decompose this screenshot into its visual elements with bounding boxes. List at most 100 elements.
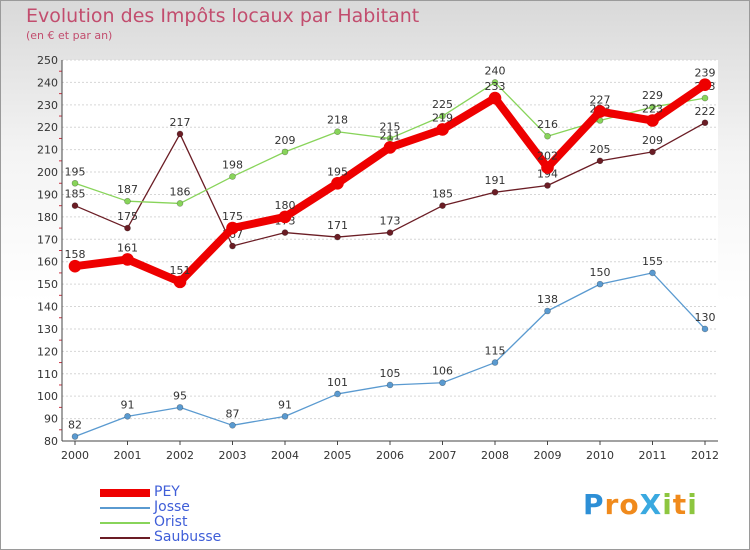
point-orist-2007	[439, 112, 446, 120]
data-label-pey-2010: 227	[590, 94, 611, 107]
legend-swatch-pey	[100, 489, 150, 497]
data-label-saubusse-2006: 173	[380, 215, 401, 228]
data-label-orist-2000: 195	[65, 165, 86, 178]
point-saubusse-2009	[544, 182, 551, 189]
data-label-orist-2005: 218	[327, 114, 348, 127]
point-josse-2012	[701, 325, 709, 333]
x-tick-label-2010: 2010	[586, 449, 614, 462]
y-tick-label-100: 100	[37, 390, 58, 403]
data-label-josse-2011: 155	[642, 255, 663, 268]
x-tick-label-2002: 2002	[166, 449, 194, 462]
y-tick-label-180: 180	[37, 211, 58, 224]
logo-letter-4: i	[662, 488, 673, 521]
data-label-pey-2004: 180	[275, 199, 296, 212]
plot-area	[62, 60, 718, 441]
point-orist-2001	[124, 197, 131, 205]
data-label-pey-2001: 161	[117, 241, 138, 254]
data-label-josse-2004: 91	[278, 398, 292, 411]
y-tick-label-160: 160	[37, 256, 58, 269]
data-label-pey-2005: 195	[327, 165, 348, 178]
y-tick-label-150: 150	[37, 278, 58, 291]
point-pey-2005	[331, 176, 344, 190]
logo-letter-3: X	[639, 488, 663, 521]
legend-label-saubusse: Saubusse	[154, 529, 222, 545]
point-josse-2001	[124, 413, 131, 420]
point-orist-2005	[334, 128, 341, 136]
logo-letter-1: r	[604, 488, 620, 521]
point-pey-2003	[226, 221, 239, 235]
point-josse-2010	[596, 280, 604, 288]
point-orist-2002	[176, 200, 184, 207]
x-tick-label-2011: 2011	[639, 449, 667, 462]
point-pey-2006	[383, 141, 397, 154]
x-tick-label-2005: 2005	[324, 449, 352, 462]
point-saubusse-2010	[596, 157, 604, 165]
point-saubusse-2007	[439, 202, 446, 209]
point-josse-2009	[544, 307, 551, 315]
data-label-josse-2009: 138	[537, 293, 558, 306]
point-josse-2011	[649, 269, 656, 277]
data-label-saubusse-2011: 209	[642, 134, 663, 147]
point-pey-2009	[541, 161, 554, 174]
x-tick-label-2008: 2008	[481, 449, 509, 462]
logo-letter-6: i	[687, 488, 698, 521]
point-josse-2006	[386, 381, 394, 389]
data-label-orist-2001: 187	[117, 183, 138, 196]
point-orist-2012	[701, 94, 709, 102]
data-label-josse-2010: 150	[590, 266, 611, 279]
y-tick-label-140: 140	[37, 301, 58, 314]
legend-label-pey: PEY	[154, 484, 180, 500]
data-label-pey-2002: 151	[170, 264, 191, 277]
x-tick-label-2006: 2006	[376, 449, 404, 462]
point-pey-2007	[436, 123, 449, 136]
data-label-pey-2007: 219	[432, 111, 453, 124]
point-saubusse-2002	[176, 130, 184, 138]
y-tick-label-170: 170	[37, 233, 58, 246]
legend-label-orist: Orist	[154, 514, 188, 530]
y-tick-label-210: 210	[37, 144, 58, 157]
legend-swatch-josse	[100, 507, 150, 509]
point-josse-2002	[176, 404, 184, 411]
data-label-pey-2006: 211	[380, 129, 401, 142]
logo-letter-2: o	[619, 488, 640, 521]
data-label-josse-2008: 115	[485, 345, 506, 358]
point-saubusse-2006	[386, 229, 394, 236]
data-label-josse-2000: 82	[68, 419, 82, 432]
point-josse-2005	[334, 390, 341, 398]
y-tick-label-80: 80	[44, 435, 58, 448]
data-label-orist-2002: 186	[170, 185, 191, 198]
data-label-josse-2001: 91	[121, 398, 135, 411]
point-josse-2007	[439, 379, 446, 387]
point-josse-2004	[281, 413, 289, 420]
y-tick-label-230: 230	[37, 99, 58, 112]
data-label-pey-2003: 175	[222, 210, 243, 223]
x-tick-label-2001: 2001	[114, 449, 142, 462]
chart-title: Evolution des Impôts locaux par Habitant	[26, 5, 420, 27]
data-label-pey-2011: 223	[642, 103, 663, 116]
y-tick-label-90: 90	[44, 413, 58, 426]
proxiti-logo: ProXiti	[583, 488, 698, 521]
legend-swatch-saubusse	[100, 537, 150, 539]
data-label-josse-2002: 95	[173, 389, 187, 402]
data-label-pey-2008: 233	[485, 80, 506, 93]
x-tick-label-2004: 2004	[271, 449, 299, 462]
y-tick-label-110: 110	[37, 368, 58, 381]
data-label-orist-2011: 229	[642, 89, 663, 102]
x-tick-label-2009: 2009	[534, 449, 562, 462]
point-josse-2003	[229, 422, 236, 429]
chart-subtitle: (en € et par an)	[26, 29, 113, 42]
point-pey-2012	[698, 78, 712, 91]
data-label-pey-2009: 202	[537, 150, 558, 163]
legend-label-josse: Josse	[154, 499, 190, 515]
point-orist-2008	[491, 79, 499, 86]
point-saubusse-2012	[701, 119, 709, 127]
point-saubusse-2011	[649, 148, 656, 156]
y-tick-label-130: 130	[37, 323, 58, 336]
x-tick-label-2003: 2003	[219, 449, 247, 462]
legend-swatch-orist	[100, 522, 150, 524]
y-tick-label-200: 200	[37, 166, 58, 179]
x-tick-label-2000: 2000	[61, 449, 89, 462]
data-label-orist-2003: 198	[222, 159, 243, 172]
data-label-saubusse-2007: 185	[432, 188, 453, 201]
point-saubusse-2005	[334, 233, 341, 241]
